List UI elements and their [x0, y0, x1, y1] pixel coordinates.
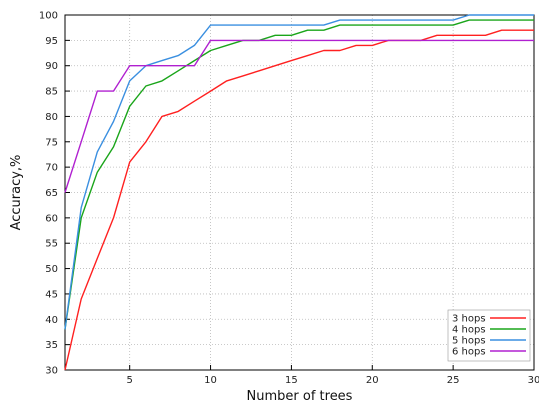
legend-label: 3 hops	[452, 314, 486, 325]
y-tick-label: 40	[45, 315, 58, 326]
y-tick-label: 90	[45, 61, 58, 72]
legend-label: 4 hops	[452, 325, 486, 336]
x-axis-title: Number of trees	[247, 389, 353, 404]
y-tick-label: 85	[45, 87, 58, 98]
y-tick-label: 80	[45, 112, 58, 123]
x-tick-label: 30	[528, 375, 539, 386]
series-line	[64, 14, 534, 330]
y-tick-label: 60	[45, 213, 58, 224]
x-tick-label: 5	[127, 375, 133, 386]
y-tick-label: 95	[45, 36, 58, 47]
legend-label: 6 hops	[452, 347, 486, 358]
y-tick-label: 45	[45, 289, 58, 300]
x-tick-label: 10	[204, 375, 217, 386]
series-line	[64, 29, 534, 371]
y-tick-label: 70	[45, 163, 58, 174]
y-tick-label: 55	[45, 239, 58, 250]
y-tick-label: 30	[45, 366, 58, 377]
x-tick-label: 20	[366, 375, 379, 386]
series-line	[64, 39, 534, 193]
legend-label: 5 hops	[452, 336, 486, 347]
series-lines	[64, 14, 534, 371]
axis-ticks: 5 10 15 20 25 30 30 35 40 45 50 55 60 65 70 75 80 85 90 95 1…	[39, 11, 539, 387]
x-tick-label: 15	[285, 375, 298, 386]
y-tick-label: 65	[45, 188, 58, 199]
y-axis-title: Accuracy,%	[9, 155, 24, 231]
y-tick-label: 75	[45, 137, 58, 148]
x-tick-label: 25	[447, 375, 460, 386]
y-tick-label: 50	[45, 264, 58, 275]
y-tick-label: 100	[39, 11, 58, 22]
series-line	[64, 19, 534, 330]
y-tick-label: 35	[45, 340, 58, 351]
